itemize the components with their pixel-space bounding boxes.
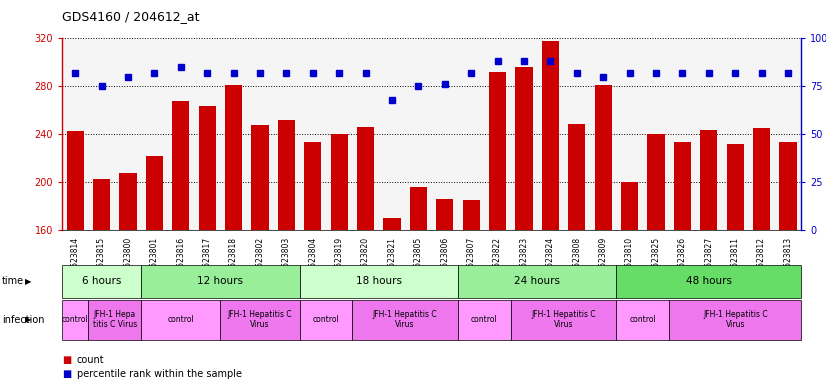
Bar xyxy=(515,67,533,230)
Text: control: control xyxy=(312,315,339,324)
Text: control: control xyxy=(62,315,88,324)
Bar xyxy=(568,124,586,230)
Bar xyxy=(700,129,718,230)
Bar xyxy=(67,131,83,230)
Bar xyxy=(410,187,427,230)
Text: ▶: ▶ xyxy=(25,277,31,286)
Bar xyxy=(780,142,796,230)
Text: 6 hours: 6 hours xyxy=(82,276,121,286)
Text: infection: infection xyxy=(2,314,44,325)
Bar xyxy=(674,142,691,230)
Bar xyxy=(489,72,506,230)
Text: GDS4160 / 204612_at: GDS4160 / 204612_at xyxy=(62,10,199,23)
Text: 18 hours: 18 hours xyxy=(356,276,401,286)
Text: ■: ■ xyxy=(62,355,71,365)
Bar xyxy=(383,218,401,230)
Text: JFH-1 Hepatitis C
Virus: JFH-1 Hepatitis C Virus xyxy=(531,310,596,329)
Text: percentile rank within the sample: percentile rank within the sample xyxy=(77,369,242,379)
Text: count: count xyxy=(77,355,104,365)
Text: ▶: ▶ xyxy=(25,315,31,324)
Bar xyxy=(198,106,216,230)
Bar xyxy=(225,85,242,230)
Text: ■: ■ xyxy=(62,369,71,379)
Text: control: control xyxy=(629,315,656,324)
Text: JFH-1 Hepatitis C
Virus: JFH-1 Hepatitis C Virus xyxy=(373,310,438,329)
Bar xyxy=(648,134,665,230)
Bar xyxy=(463,200,480,230)
Bar xyxy=(330,134,348,230)
Bar xyxy=(753,128,770,230)
Bar xyxy=(621,182,638,230)
Bar xyxy=(357,127,374,230)
Text: time: time xyxy=(2,276,24,286)
Text: control: control xyxy=(471,315,498,324)
Bar xyxy=(120,173,136,230)
Text: control: control xyxy=(168,315,194,324)
Bar xyxy=(172,101,189,230)
Bar xyxy=(145,156,163,230)
Text: JFH-1 Hepatitis C
Virus: JFH-1 Hepatitis C Virus xyxy=(703,310,767,329)
Text: 24 hours: 24 hours xyxy=(515,276,560,286)
Bar xyxy=(542,41,559,230)
Bar xyxy=(436,199,453,230)
Bar xyxy=(251,125,268,230)
Text: 48 hours: 48 hours xyxy=(686,276,732,286)
Bar xyxy=(727,144,743,230)
Text: 12 hours: 12 hours xyxy=(197,276,244,286)
Bar xyxy=(278,120,295,230)
Bar xyxy=(93,179,110,230)
Text: JFH-1 Hepatitis C
Virus: JFH-1 Hepatitis C Virus xyxy=(228,310,292,329)
Bar xyxy=(595,85,612,230)
Bar xyxy=(304,142,321,230)
Text: JFH-1 Hepa
titis C Virus: JFH-1 Hepa titis C Virus xyxy=(93,310,137,329)
